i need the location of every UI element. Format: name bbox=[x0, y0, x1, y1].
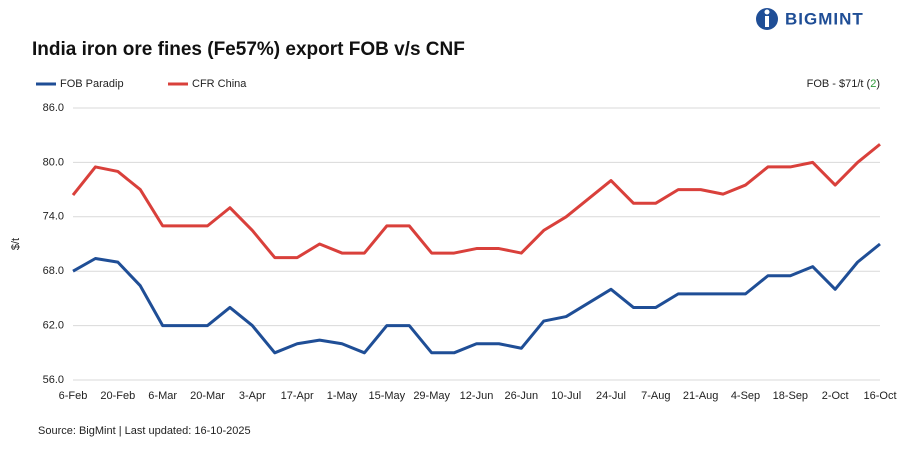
legend-label: FOB Paradip bbox=[60, 78, 124, 90]
x-tick-label: 10-Jul bbox=[551, 390, 581, 402]
x-tick-label: 20-Mar bbox=[190, 390, 225, 402]
x-tick-label: 16-Oct bbox=[863, 390, 896, 402]
x-tick-label: 4-Sep bbox=[731, 390, 760, 402]
x-tick-label: 26-Jun bbox=[505, 390, 539, 402]
x-tick-label: 1-May bbox=[327, 390, 358, 402]
x-tick-label: 2-Oct bbox=[822, 390, 849, 402]
x-tick-label: 18-Sep bbox=[773, 390, 808, 402]
y-tick-label: 68.0 bbox=[43, 265, 64, 277]
x-tick-label: 20-Feb bbox=[100, 390, 135, 402]
y-tick-label: 74.0 bbox=[43, 211, 64, 223]
x-tick-label: 29-May bbox=[413, 390, 450, 402]
annotation: FOB - $71/t (2) bbox=[807, 78, 880, 90]
chart-title: India iron ore fines (Fe57%) export FOB … bbox=[32, 39, 465, 60]
source: Source: BigMint | Last updated: 16-10-20… bbox=[38, 425, 251, 437]
brand: BIGMINT bbox=[785, 9, 864, 28]
annotation-highlight: 2 bbox=[870, 78, 876, 90]
legend-label: CFR China bbox=[192, 78, 247, 90]
x-tick-label: 21-Aug bbox=[683, 390, 718, 402]
x-tick-label: 6-Mar bbox=[148, 390, 177, 402]
x-tick-label: 15-May bbox=[368, 390, 405, 402]
line bbox=[71, 143, 881, 260]
x-tick-label: 24-Jul bbox=[596, 390, 626, 402]
line bbox=[72, 242, 881, 355]
y-tick-label: 80.0 bbox=[43, 156, 64, 168]
x-tick-label: 3-Apr bbox=[239, 390, 266, 402]
y-tick-label: 86.0 bbox=[43, 102, 64, 114]
annotation-suffix: ) bbox=[876, 78, 880, 90]
x-tick-label: 6-Feb bbox=[59, 390, 88, 402]
y-tick-label: 62.0 bbox=[43, 320, 64, 332]
y-tick-label: 56.0 bbox=[43, 374, 64, 386]
annotation-prefix: FOB - $71/t ( bbox=[807, 78, 871, 90]
x-tick-label: 17-Apr bbox=[281, 390, 314, 402]
y-axis-label: $/t bbox=[10, 238, 22, 250]
x-tick-label: 7-Aug bbox=[641, 390, 670, 402]
logo: BIGMINT bbox=[756, 8, 864, 30]
x-tick-label: 12-Jun bbox=[460, 390, 494, 402]
